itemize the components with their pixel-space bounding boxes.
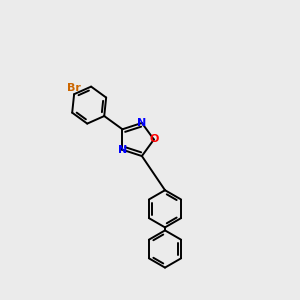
Text: N: N xyxy=(137,118,146,128)
Text: N: N xyxy=(118,145,127,155)
Text: O: O xyxy=(149,134,159,145)
Text: Br: Br xyxy=(67,83,81,93)
